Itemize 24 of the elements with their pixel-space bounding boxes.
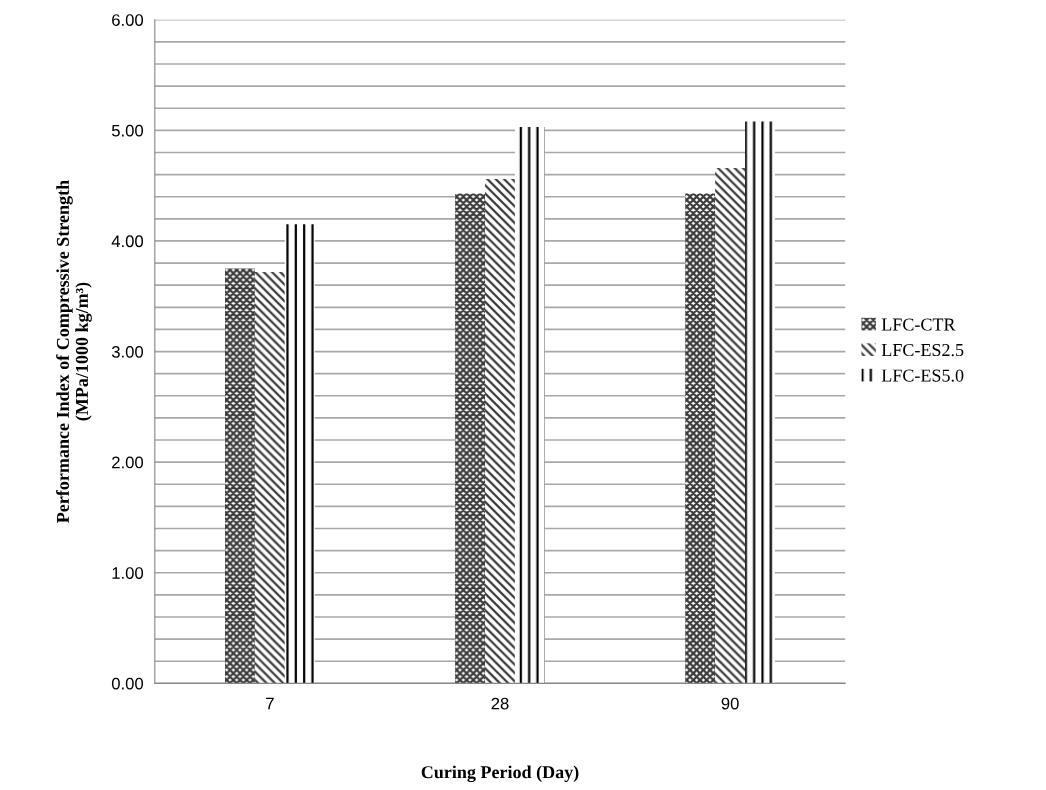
bar: [485, 179, 515, 684]
y-tick-label: 2.00: [112, 456, 144, 469]
bar: [254, 271, 285, 684]
y-tick-label: 6.00: [112, 14, 144, 26]
x-tick-label: 7: [266, 697, 274, 710]
x-tick-label: 28: [491, 697, 509, 710]
y-axis-title: Performance Index of Compressive Strength (MPa/1000 kg/m³): [56, 180, 92, 523]
bar: [224, 268, 255, 684]
y-tick-label: 3.00: [111, 345, 144, 358]
bar: [745, 121, 775, 684]
y-tick-label: 5.00: [111, 124, 144, 137]
y-tick-label: 0.00: [111, 677, 144, 690]
y-tick-label: 1.00: [112, 567, 144, 579]
y-tick-label: 4.00: [111, 235, 144, 248]
bar: [685, 193, 716, 684]
legend-label: LFC-ES5.0: [881, 369, 964, 382]
legend-label: LFC-ES2.5: [881, 343, 964, 357]
bar: [284, 224, 315, 684]
bar: [455, 193, 486, 684]
bar: [514, 127, 545, 684]
x-tick-label: 90: [721, 697, 739, 710]
bar: [715, 167, 746, 684]
x-axis-title: Curing Period (Day): [421, 765, 579, 783]
legend-label: LFC-CTR: [881, 318, 956, 331]
